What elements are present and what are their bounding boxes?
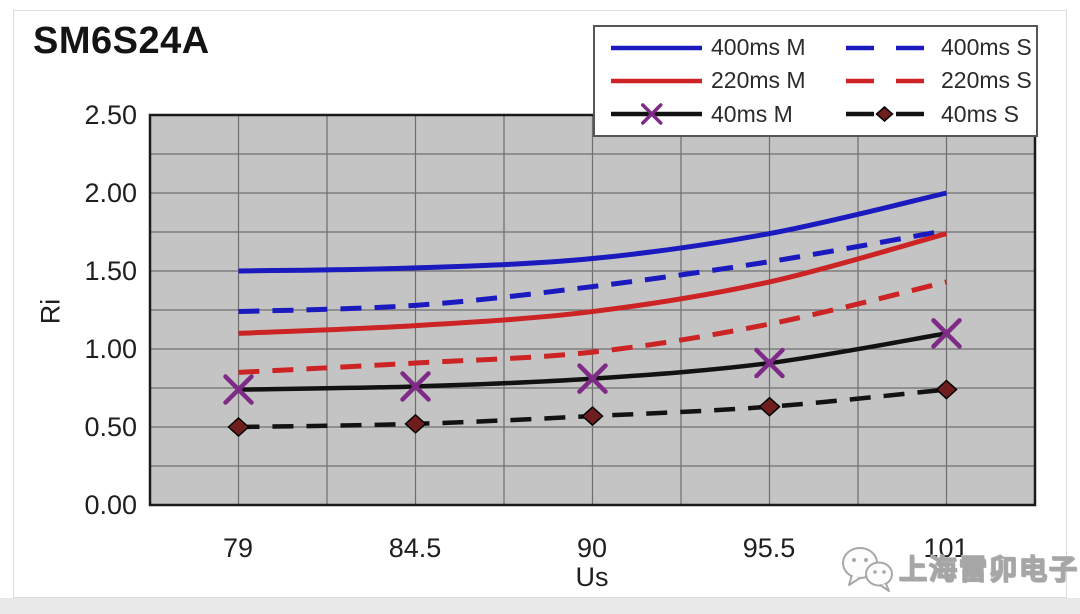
bottom-margin	[0, 598, 1080, 614]
legend-label: 400ms M	[711, 34, 806, 61]
watermark: 上海雷卯电子	[840, 544, 1079, 592]
legend-label: 220ms S	[941, 67, 1032, 94]
y-tick: 2.50	[84, 100, 137, 130]
legend-item-220ms-s: 220ms S	[844, 67, 1032, 95]
legend-item-400ms-s: 400ms S	[844, 34, 1032, 62]
x-tick: 101	[923, 533, 969, 563]
legend-label: 400ms S	[941, 34, 1032, 61]
legend: 400ms M 400ms S 220ms M 220ms S 40ms M 4…	[593, 25, 1038, 137]
line-sample-dashed-blue	[846, 45, 932, 50]
y-tick: 1.00	[84, 334, 137, 364]
line-sample-diamond-marker	[846, 106, 932, 123]
x-tick: 79	[222, 533, 254, 563]
x-tick: 84.5	[388, 533, 442, 563]
legend-label: 220ms M	[711, 67, 806, 94]
watermark-text: 上海雷卯电子	[898, 553, 1080, 585]
wechat-icon	[842, 547, 893, 592]
chart-title: SM6S24A	[33, 20, 210, 62]
legend-item-40ms-s: 40ms S	[844, 100, 1032, 128]
legend-label: 40ms M	[711, 100, 793, 127]
y-axis-label: Ri	[35, 298, 66, 325]
x-tick: 95.5	[742, 533, 796, 563]
legend-item-220ms-m: 220ms M	[609, 67, 844, 95]
y-tick: 2.00	[84, 178, 137, 208]
y-tick: 1.50	[84, 256, 137, 286]
x-axis-label: Us	[575, 562, 609, 592]
y-tick: 0.00	[84, 490, 137, 520]
line-sample-x-marker	[611, 103, 702, 126]
legend-item-40ms-m: 40ms M	[609, 100, 844, 128]
line-sample-dashed-red	[846, 78, 932, 84]
line-sample-solid-blue	[611, 45, 702, 50]
legend-label: 40ms S	[941, 100, 1019, 127]
legend-item-400ms-m: 400ms M	[609, 34, 844, 62]
y-tick: 0.50	[84, 412, 137, 442]
line-sample-solid-red	[611, 78, 702, 84]
x-tick: 90	[576, 533, 608, 563]
